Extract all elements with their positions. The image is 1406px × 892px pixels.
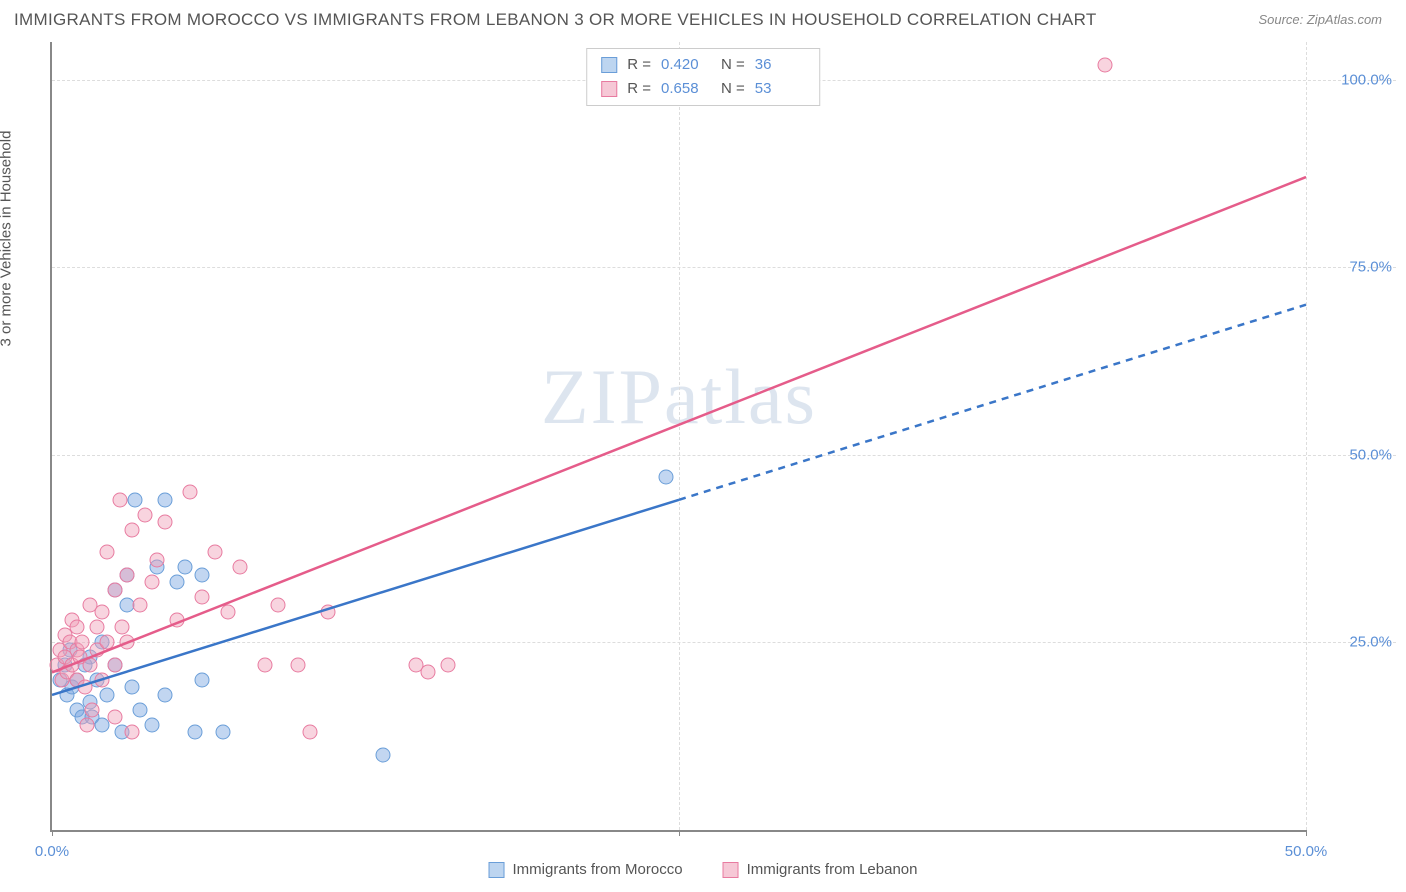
- x-tick-mark: [52, 830, 53, 836]
- x-tick-mark: [679, 830, 680, 836]
- legend-item-lebanon: Immigrants from Lebanon: [723, 861, 918, 878]
- y-tick-label: 50.0%: [1349, 446, 1392, 463]
- swatch-lebanon: [723, 862, 739, 878]
- bottom-legend: Immigrants from Morocco Immigrants from …: [489, 861, 918, 878]
- x-tick-mark: [1306, 830, 1307, 836]
- plot-area: ZIPatlas 25.0%50.0%75.0%100.0%0.0%50.0%: [50, 42, 1306, 832]
- swatch-morocco: [601, 57, 617, 73]
- y-tick-label: 75.0%: [1349, 259, 1392, 276]
- legend-label-lebanon: Immigrants from Lebanon: [747, 861, 918, 878]
- chart-title: IMMIGRANTS FROM MOROCCO VS IMMIGRANTS FR…: [14, 10, 1097, 30]
- r-label: R =: [627, 77, 651, 101]
- n-label: N =: [721, 53, 745, 77]
- y-tick-label: 100.0%: [1341, 71, 1392, 88]
- stats-legend: R = 0.420 N = 36 R = 0.658 N = 53: [586, 48, 820, 106]
- r-value-lebanon: 0.658: [661, 77, 711, 101]
- r-value-morocco: 0.420: [661, 53, 711, 77]
- y-tick-label: 25.0%: [1349, 634, 1392, 651]
- n-value-morocco: 36: [755, 53, 805, 77]
- stats-row-lebanon: R = 0.658 N = 53: [601, 77, 805, 101]
- r-label: R =: [627, 53, 651, 77]
- swatch-lebanon: [601, 81, 617, 97]
- source-label: Source: ZipAtlas.com: [1258, 12, 1382, 27]
- stats-row-morocco: R = 0.420 N = 36: [601, 53, 805, 77]
- n-value-lebanon: 53: [755, 77, 805, 101]
- gridline-v: [1306, 42, 1307, 830]
- chart-container: IMMIGRANTS FROM MOROCCO VS IMMIGRANTS FR…: [0, 0, 1406, 892]
- legend-label-morocco: Immigrants from Morocco: [513, 861, 683, 878]
- n-label: N =: [721, 77, 745, 101]
- trend-lines: [52, 42, 1306, 830]
- swatch-morocco: [489, 862, 505, 878]
- x-tick-label: 50.0%: [1285, 843, 1328, 860]
- legend-item-morocco: Immigrants from Morocco: [489, 861, 683, 878]
- x-tick-label: 0.0%: [35, 843, 69, 860]
- y-axis-label: 3 or more Vehicles in Household: [0, 131, 15, 347]
